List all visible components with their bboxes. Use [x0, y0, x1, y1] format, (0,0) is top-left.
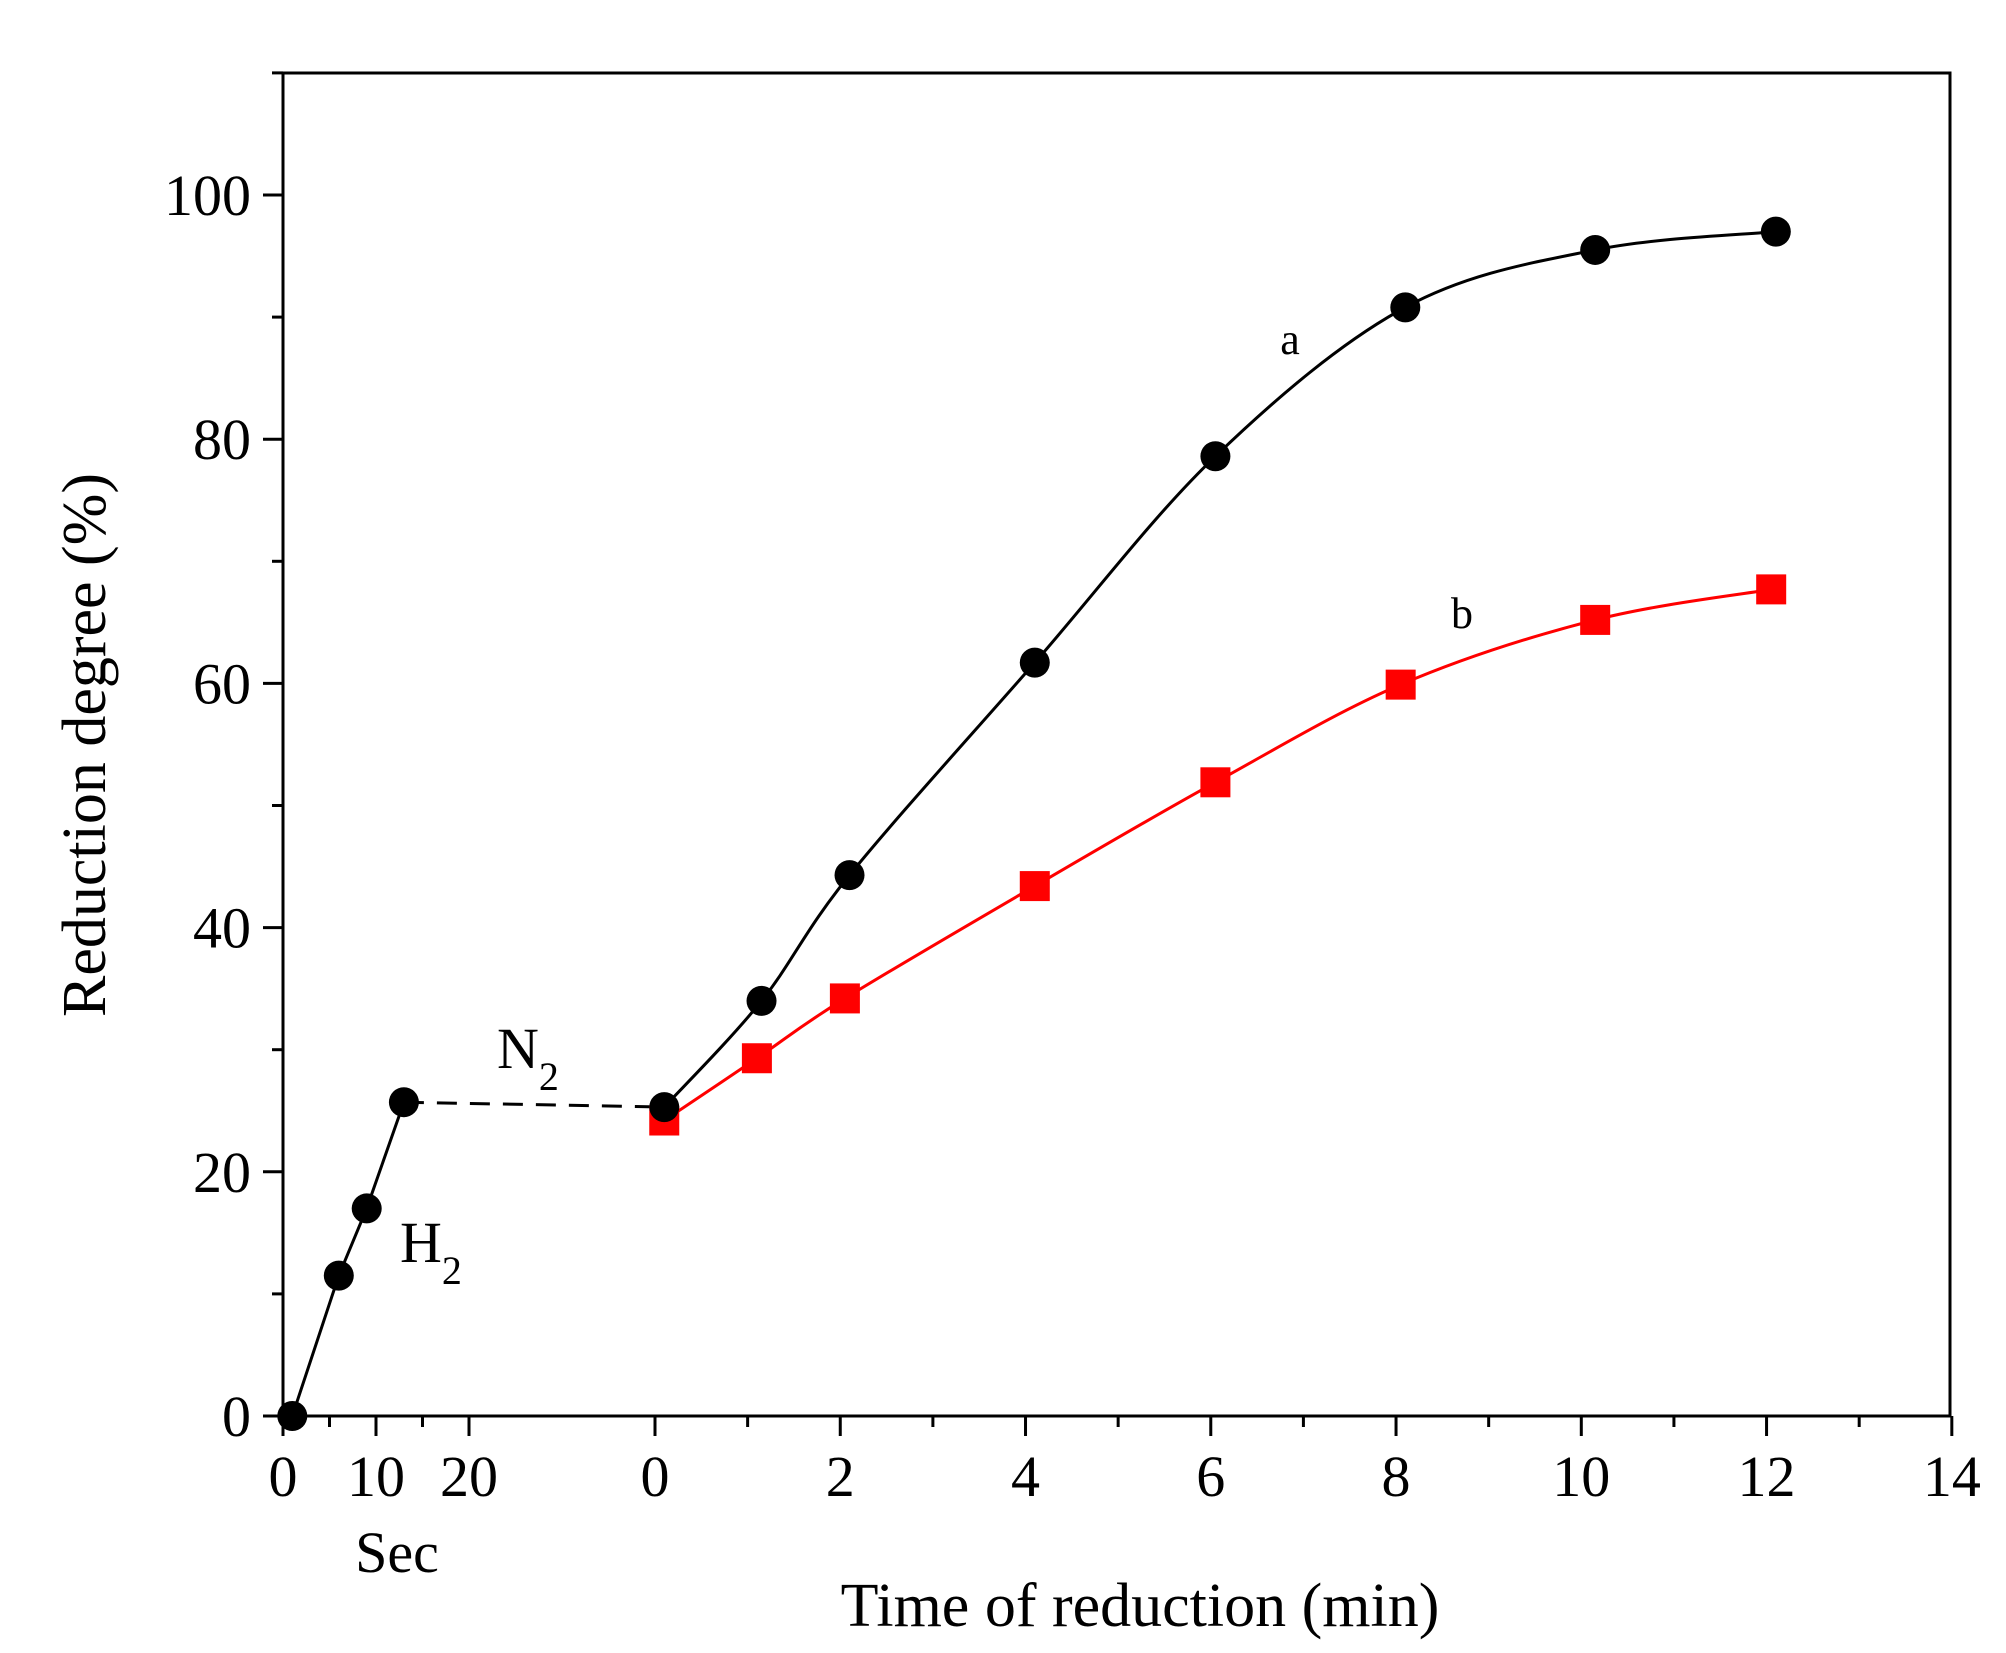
series-b-marker: [1385, 669, 1416, 700]
y-axis-title: Reduction degree (%): [51, 473, 119, 1017]
series-b-marker: [1580, 604, 1611, 635]
sec-tick-label: 20: [440, 1444, 498, 1509]
series-b-marker: [1200, 767, 1231, 798]
sec-axis-label: Sec: [355, 1520, 439, 1585]
y-tick-label: 60: [193, 651, 251, 716]
x-tick-label: 2: [826, 1444, 855, 1509]
x-axis-title: Time of reduction (min): [841, 1572, 1440, 1640]
series-b-marker: [741, 1043, 772, 1074]
series-b-marker: [1756, 574, 1787, 605]
series-b-label: b: [1451, 589, 1473, 638]
x-tick-label: 6: [1196, 1444, 1225, 1509]
h2-annotation: H2: [400, 1210, 462, 1293]
series-a-marker: [834, 860, 865, 891]
sec-tick-label: 10: [347, 1444, 405, 1509]
ticks-layer: 0 20 40 60 80 100 0 2 4 6 8 10 12 14 0 10 20: [164, 71, 1981, 1509]
series-a-line: [663, 230, 1776, 1109]
series-b-marker: [1019, 871, 1050, 902]
series-n2-dashed-line: [403, 1100, 665, 1109]
n2-annotation: N2: [497, 1016, 559, 1099]
sec-tick-label: 0: [269, 1444, 298, 1509]
y-tick-label: 20: [193, 1140, 251, 1205]
series-h2-marker: [388, 1087, 419, 1118]
y-tick-label: 100: [164, 163, 251, 228]
series-b-line: [663, 587, 1772, 1122]
labels-layer: H2 N2 a b: [400, 315, 1473, 1293]
series-layer: [277, 216, 1791, 1431]
x-tick-label: 8: [1382, 1444, 1411, 1509]
series-a-marker: [1580, 234, 1611, 265]
series-a-marker: [1200, 441, 1231, 472]
series-a-marker: [1760, 216, 1791, 247]
y-tick-label: 80: [193, 407, 251, 472]
x-tick-label: 4: [1011, 1444, 1040, 1509]
y-tick-label: 0: [222, 1384, 251, 1449]
x-tick-label: 10: [1552, 1444, 1610, 1509]
series-a-marker: [1390, 292, 1421, 323]
x-tick-label: 14: [1923, 1444, 1981, 1509]
x-tick-label: 12: [1738, 1444, 1796, 1509]
series-a-label: a: [1280, 315, 1300, 364]
series-b-marker: [829, 983, 860, 1014]
x-tick-label: 0: [641, 1444, 670, 1509]
series-h2-marker: [277, 1401, 308, 1431]
series-h2-line: [290, 1101, 406, 1417]
series-a-marker: [649, 1092, 680, 1123]
y-tick-label: 40: [193, 896, 251, 961]
series-a-marker: [746, 985, 777, 1016]
series-h2-marker: [351, 1193, 382, 1224]
series-h2-marker: [323, 1260, 354, 1291]
series-a-marker: [1019, 647, 1050, 678]
plot-frame: [281, 71, 1952, 1418]
